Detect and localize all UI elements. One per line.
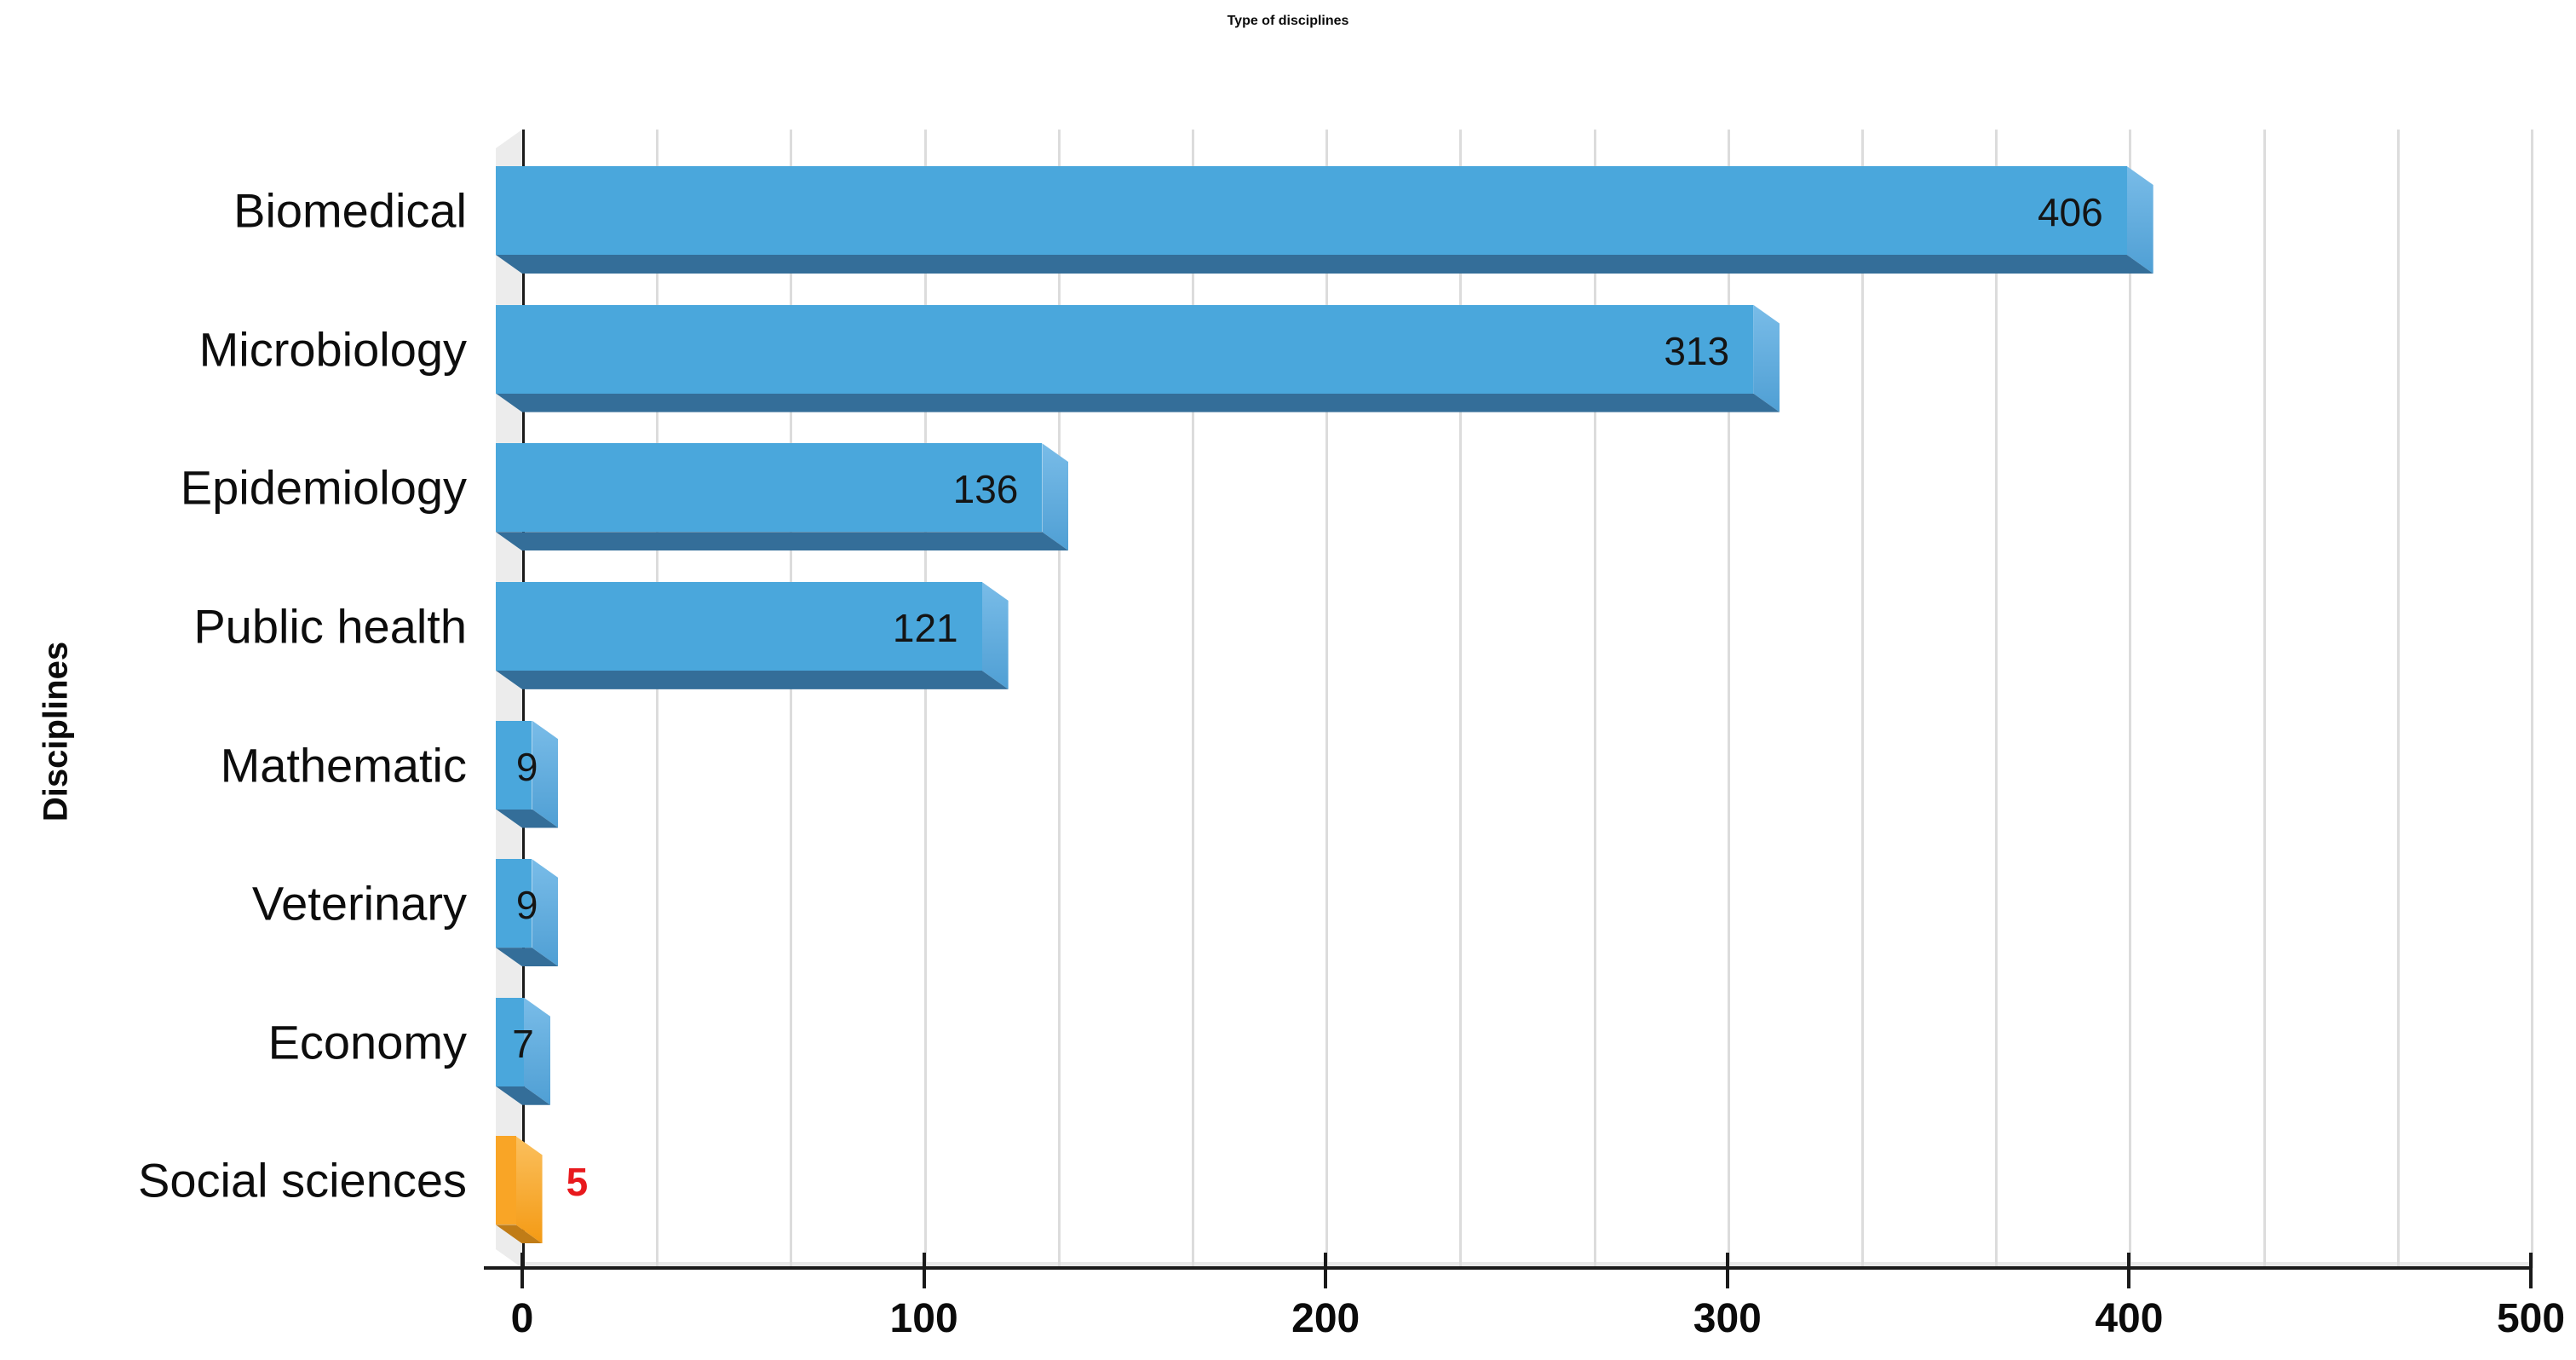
gridline [656, 130, 659, 1268]
x-axis-tick-label: 0 [510, 1296, 534, 1341]
gridline [2396, 130, 2400, 1268]
value-label: 9 [515, 883, 538, 928]
x-axis-tick [1324, 1253, 1328, 1288]
bar-side-face [524, 997, 550, 1105]
value-label: 5 [566, 1160, 589, 1205]
x-axis-tick-label: 400 [2095, 1296, 2164, 1341]
bar-side-face [532, 720, 559, 828]
y-axis-title: Disciplines [37, 641, 75, 822]
bar-bottom-face [496, 394, 1780, 412]
x-axis-tick-label: 200 [1291, 1296, 1360, 1341]
axis-floor-3d [522, 1262, 2531, 1268]
category-label: Economy [267, 1015, 467, 1069]
bar-economy [496, 997, 524, 1086]
gridline [1325, 130, 1329, 1268]
value-label: 9 [515, 744, 538, 789]
bar-side-face [1753, 304, 1780, 412]
gridline [1995, 130, 1998, 1268]
bar-bottom-face [496, 671, 1009, 689]
x-axis-tick [922, 1253, 926, 1288]
x-axis-line [484, 1266, 2533, 1270]
category-label: Biomedical [233, 183, 467, 238]
y-axis-line [522, 130, 525, 1268]
category-label: Social sciences [138, 1153, 467, 1207]
x-axis-tick [1725, 1253, 1729, 1288]
gridline [1459, 130, 1463, 1268]
category-label: Public health [193, 599, 467, 654]
value-label: 121 [892, 605, 958, 650]
x-axis-tick [2529, 1253, 2533, 1288]
value-label: 7 [512, 1021, 534, 1066]
bar-microbiology [496, 304, 1754, 394]
bar-side-face [1042, 443, 1069, 551]
x-axis-tick-label: 500 [2496, 1296, 2566, 1341]
bar-bottom-face [496, 255, 2153, 274]
gridline [923, 130, 927, 1268]
value-label: 313 [1664, 328, 1730, 373]
bar-social-sciences [496, 1136, 516, 1225]
x-axis-tick [520, 1253, 524, 1288]
gridline [1861, 130, 1864, 1268]
gridline [2263, 130, 2266, 1268]
bar-side-face [532, 859, 559, 967]
x-axis-tick-label: 100 [889, 1296, 958, 1341]
gridline [1192, 130, 1194, 1268]
gridline [2531, 130, 2533, 1268]
bar-side-face [515, 1136, 543, 1244]
gridline [1593, 130, 1596, 1268]
bar-biomedical [496, 166, 2127, 255]
value-label: 406 [2037, 190, 2103, 234]
x-axis-tick [2127, 1253, 2131, 1288]
bar-side-face [981, 581, 1009, 689]
bar-veterinary [496, 859, 532, 948]
category-label: Microbiology [198, 322, 467, 377]
category-label: Epidemiology [180, 460, 467, 515]
gridline [1727, 130, 1730, 1268]
x-axis-tick-label: 300 [1693, 1296, 1762, 1341]
value-label: 136 [952, 467, 1019, 512]
gridline [790, 130, 793, 1268]
category-label: Veterinary [251, 876, 467, 931]
bar-side-face [2126, 166, 2153, 274]
bar-epidemiology [496, 443, 1043, 533]
gridline [2129, 130, 2132, 1268]
category-label: Mathematic [220, 738, 467, 792]
gridline [1057, 130, 1061, 1268]
bar-mathematic [496, 720, 532, 810]
chart-title: Type of disciplines [1227, 14, 1349, 28]
bar-bottom-face [496, 532, 1068, 550]
bar-public-health [496, 581, 982, 671]
